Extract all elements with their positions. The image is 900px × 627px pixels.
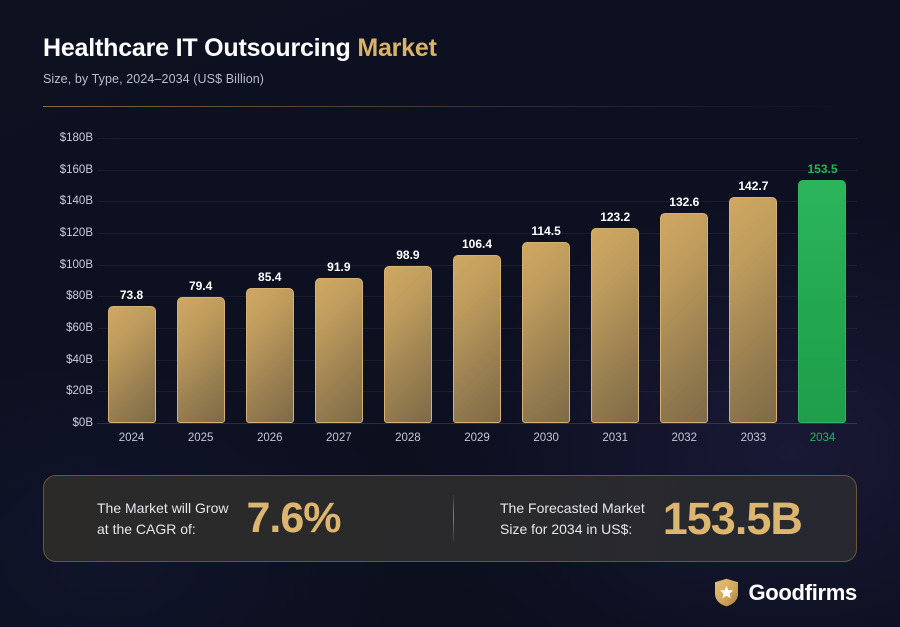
bar-chart: $180B $160B $140B $120B $100B $80B $60B $40B $20… [0,120,900,460]
gridline [97,423,857,424]
x-axis-tick-label: 2033 [740,432,767,444]
bar-slot: 98.9 [373,138,442,423]
x-axis-tick-label: 2030 [533,432,559,444]
stat-forecast-label: The Forecasted Market Size for 2034 in U… [500,498,645,540]
stat-cagr-label: The Market will Grow at the CAGR of: [97,498,228,540]
bar-value-label: 79.4 [188,279,213,294]
bar-value-label: 132.6 [669,195,700,210]
gridline [97,233,857,234]
x-axis-tick-label: 2026 [256,432,283,444]
bar-slot: 79.4 [166,138,235,423]
bar-slot: 153.5 [788,138,857,423]
bar[interactable]: 79.4 [176,279,225,423]
bar[interactable]: 91.9 [314,260,363,423]
stats-divider [453,495,454,542]
x-axis-tick-label: 2028 [395,432,421,444]
bar-value-label: 106.4 [462,236,493,251]
bar-slot: 106.4 [442,138,511,423]
stat-cagr-label-line2: at the CAGR of: [97,520,196,537]
bar-value-label: 73.8 [119,288,144,303]
bar-slot: 132.6 [650,138,719,423]
x-axis: 2024 2025 2026 2027 2028 2029 2030 2031 2032 2033… [97,432,857,444]
bar[interactable]: 85.4 [245,270,294,423]
stat-cagr-label-line1: The Market will Grow [97,499,229,516]
bar-slot: 142.7 [719,138,788,423]
x-axis-tick-label: 2034 [809,432,836,444]
brand-logo-text: Goodfirms [748,579,857,605]
y-axis-tick-label: $80B [66,290,93,303]
bar[interactable]: 142.7 [729,179,778,423]
bar[interactable]: 73.8 [107,288,156,423]
y-axis-tick-label: $20B [66,385,93,398]
bar[interactable]: 123.2 [591,210,640,423]
brand-logo: Goodfirms [714,578,857,607]
stat-forecast: The Forecasted Market Size for 2034 in U… [454,476,856,561]
stats-panel: The Market will Grow at the CAGR of: 7.6… [43,475,857,562]
page-title-accent: Market [357,34,437,62]
bar-slot: 91.9 [304,138,373,423]
x-axis-tick-label: 2027 [326,432,352,444]
chart-header: Healthcare IT Outsourcing Market Size, b… [43,33,857,86]
bar[interactable]: 132.6 [660,195,709,423]
bar-series: 73.8 79.4 85.4 91.9 98.9 106.4 114.5 123.2 132.6… [97,138,857,423]
gridline [97,169,857,171]
page-title-main: Healthcare IT Outsourcing [43,34,351,62]
y-axis-tick-label: $120B [59,227,93,239]
bar-value-label: 153.5 [807,161,838,176]
bar-value-label: 123.2 [600,209,631,224]
bar-highlight[interactable]: 153.5 [798,162,847,423]
page-title: Healthcare IT Outsourcing Market [43,33,857,63]
bar-value-label: 142.7 [738,179,769,194]
bar[interactable]: 114.5 [522,224,571,423]
stat-forecast-label-line1: The Forecasted Market [500,499,645,516]
x-axis-tick-label: 2032 [671,432,698,444]
x-axis-tick-label: 2031 [602,432,628,444]
shield-star-icon [714,578,739,607]
bar-value-label: 91.9 [327,259,351,274]
gridline [97,138,857,139]
y-axis-tick-label: $180B [59,132,93,144]
stat-cagr-value: 7.6% [246,494,341,542]
y-axis-tick-label: $0B [72,417,93,429]
bar-value-label: 98.9 [396,248,420,263]
y-axis-tick-label: $100B [59,258,93,271]
bar-slot: 85.4 [235,138,304,423]
x-axis-tick-label: 2024 [118,432,145,444]
stat-forecast-value: 153.5B [662,493,803,544]
stat-forecast-label-line2: Size for 2034 in US$: [500,520,633,537]
y-axis-tick-label: $40B [66,353,93,366]
bar-slot: 123.2 [581,138,650,423]
bar-value-label: 114.5 [531,223,561,238]
bar-slot: 114.5 [512,138,581,423]
bar-value-label: 85.4 [258,269,282,284]
stat-cagr: The Market will Grow at the CAGR of: 7.6… [44,476,453,561]
bar[interactable]: 98.9 [383,248,432,423]
x-axis-tick-label: 2029 [464,432,490,444]
header-divider [43,106,857,107]
page-subtitle: Size, by Type, 2024–2034 (US$ Billion) [43,72,265,86]
x-axis-tick-label: 2025 [187,432,214,444]
gridline [97,201,857,203]
y-axis-tick-label: $60B [66,322,93,334]
y-axis-tick-label: $140B [59,195,93,208]
bar-slot: 73.8 [97,138,166,423]
y-axis: $180B $160B $140B $120B $100B $80B $60B $40B $20… [33,132,93,429]
bar[interactable]: 106.4 [453,237,502,423]
y-axis-tick-label: $160B [59,163,93,176]
